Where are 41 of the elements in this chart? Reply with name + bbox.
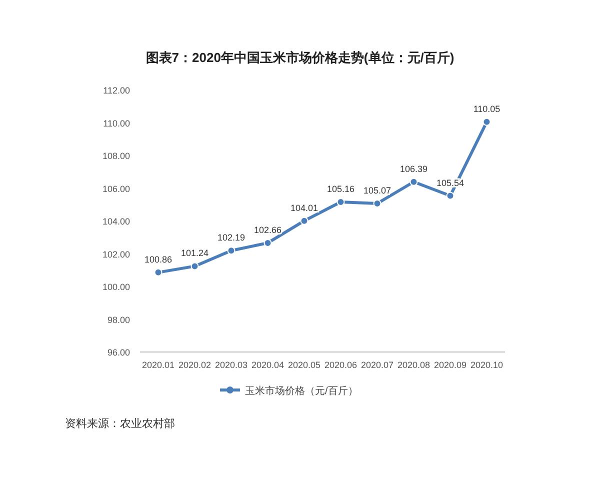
data-label: 100.86 bbox=[144, 254, 172, 264]
x-tick-label: 2020.10 bbox=[470, 360, 504, 370]
x-tick-label: 2020.05 bbox=[288, 360, 321, 370]
data-label: 102.66 bbox=[254, 224, 282, 235]
legend: 玉米市场价格（元/百斤） bbox=[220, 386, 358, 397]
point bbox=[264, 238, 272, 247]
y-tick-label: 108.00 bbox=[102, 151, 130, 161]
y-tick-label: 96.00 bbox=[107, 348, 130, 358]
point bbox=[300, 216, 308, 225]
point bbox=[373, 199, 382, 208]
y-tick-label: 110.00 bbox=[103, 118, 130, 128]
data-label: 110.05 bbox=[473, 104, 500, 114]
x-tick-label: 2020.01 bbox=[142, 360, 175, 370]
point bbox=[154, 268, 162, 276]
y-tick-label: 106.00 bbox=[102, 184, 130, 194]
legend-label: 玉米市场价格（元/百斤） bbox=[245, 385, 358, 397]
y-tick-label: 98.00 bbox=[107, 314, 130, 325]
y-tick-label: 102.00 bbox=[102, 249, 130, 260]
x-tick-label: 2020.04 bbox=[251, 360, 284, 370]
chart-title: 图表7：2020年中国玉米市场价格走势(单位：元/百斤) bbox=[146, 50, 454, 65]
text: 资料来源：农业农村部 bbox=[65, 417, 175, 430]
data-label: 106.39 bbox=[400, 164, 428, 174]
point bbox=[227, 246, 236, 255]
data-label: 104.01 bbox=[290, 202, 318, 213]
x-tick-label: 2020.09 bbox=[434, 360, 467, 370]
point bbox=[410, 178, 418, 186]
y-tick-label: 100.00 bbox=[102, 282, 130, 292]
x-tick-label: 2020.08 bbox=[397, 360, 430, 370]
point bbox=[446, 192, 454, 200]
x-tick-label: 2020.06 bbox=[324, 360, 358, 370]
data-label: 101.24 bbox=[180, 248, 209, 258]
y-tick-label: 104.00 bbox=[102, 216, 130, 226]
x-tick-label: 2020.03 bbox=[214, 360, 248, 370]
data-label: 105.16 bbox=[326, 184, 355, 194]
x-tick-label: 2020.02 bbox=[178, 360, 212, 370]
y-tick-label: 112.00 bbox=[103, 86, 130, 96]
data-label: 102.19 bbox=[217, 232, 246, 243]
x-tick-label: 2020.07 bbox=[360, 360, 394, 370]
point bbox=[482, 118, 491, 126]
data-label: 105.07 bbox=[363, 185, 392, 196]
point bbox=[190, 262, 199, 270]
